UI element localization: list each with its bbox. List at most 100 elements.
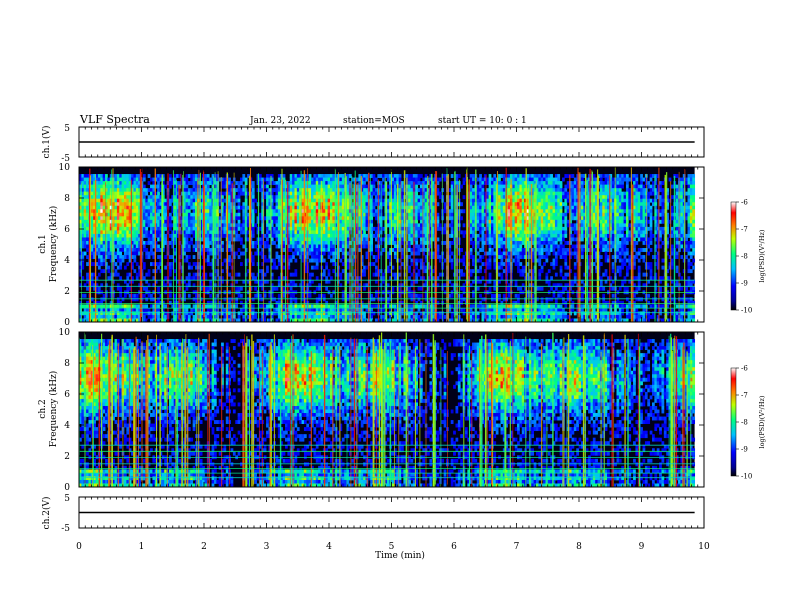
- spectrogram-cell: [126, 226, 130, 231]
- spectrogram-cell: [303, 300, 307, 305]
- spectrogram-cell: [157, 300, 160, 305]
- spectrogram-cell: [358, 174, 362, 178]
- spectrogram-cell: [325, 237, 329, 242]
- spectrogram-cell: [90, 219, 94, 224]
- spectrogram-cell: [370, 237, 374, 242]
- spectrogram-cell: [95, 262, 99, 267]
- spectrogram-cell: [329, 240, 333, 245]
- spectrogram-cell: [216, 195, 220, 200]
- spectrogram-cell: [339, 237, 343, 242]
- spectrogram-cell: [116, 174, 120, 178]
- spectrogram-cell: [462, 255, 466, 259]
- spectrogram-cell: [114, 304, 118, 309]
- spectrogram-cell: [209, 181, 212, 186]
- spectrogram-cell: [372, 202, 376, 207]
- spectrogram-cell: [221, 216, 224, 221]
- spectrogram-cell: [398, 181, 402, 186]
- spectrogram-cell: [86, 237, 89, 242]
- spectrogram-cell: [372, 191, 376, 196]
- spectrogram-cell: [114, 255, 118, 259]
- spectrogram-cell: [237, 311, 241, 316]
- spectrogram-cell: [417, 269, 421, 274]
- spectrogram-cell: [277, 202, 281, 207]
- spectrogram-cell: [79, 216, 82, 221]
- spectrogram-cell: [121, 198, 125, 203]
- spectrogram-cell: [123, 188, 127, 193]
- spectrogram-cell: [223, 226, 227, 231]
- spectrogram-cell: [401, 307, 404, 312]
- spectrogram-cell: [152, 237, 156, 242]
- spectrogram-cell: [126, 188, 130, 193]
- spectrogram-cell: [365, 283, 369, 288]
- spectrogram-cell: [450, 205, 454, 210]
- spectrogram-cell: [178, 219, 182, 224]
- spectrogram-cell: [221, 184, 224, 189]
- spectrogram-cell: [123, 195, 127, 200]
- spectrogram-cell: [107, 205, 111, 210]
- spectrogram-cell: [363, 202, 366, 207]
- spectrogram-cell: [133, 233, 137, 238]
- spectrogram-cell: [303, 177, 307, 182]
- spectrogram-cell: [294, 297, 298, 302]
- spectrogram-cell: [81, 276, 85, 281]
- spectrogram-cell: [119, 198, 123, 203]
- spectrogram-cell: [216, 226, 220, 231]
- spectrogram-cell: [429, 233, 433, 238]
- spectrogram-cell: [346, 198, 350, 203]
- spectrogram-cell: [126, 174, 130, 178]
- spectrogram-cell: [180, 191, 184, 196]
- spectrogram-cell: [185, 177, 189, 182]
- spectrogram-cell: [154, 198, 158, 203]
- spectrogram-cell: [131, 219, 134, 224]
- spectrogram-cell: [322, 258, 326, 263]
- spectrogram-cell: [341, 244, 345, 249]
- spectrogram-cell: [422, 251, 426, 256]
- spectrogram-cell: [251, 258, 255, 263]
- spectrogram-cell: [133, 240, 137, 245]
- spectrogram-cell: [372, 212, 376, 217]
- spectrogram-cell: [173, 230, 177, 235]
- spectrogram-cell: [154, 191, 158, 196]
- spectrogram-cell: [150, 237, 153, 242]
- spectrogram-cell: [176, 209, 179, 214]
- spectrogram-cell: [95, 174, 99, 178]
- spectrogram-cell: [277, 216, 281, 221]
- spectrogram-cell: [164, 223, 168, 228]
- spectrogram-cell: [218, 202, 222, 207]
- spectrogram-cell: [235, 188, 239, 193]
- spectrogram-cell: [119, 311, 123, 316]
- spectrogram-cell: [360, 202, 364, 207]
- spectrogram-cell: [289, 297, 293, 302]
- spectrogram-cell: [180, 251, 184, 256]
- spectrogram-cell: [123, 293, 127, 298]
- spectrogram-cell: [419, 311, 423, 316]
- spectrogram-cell: [329, 318, 333, 322]
- spectrogram-cell: [86, 276, 89, 281]
- spectrogram-cell: [460, 293, 463, 298]
- spectrogram-cell: [171, 223, 175, 228]
- spectrogram-cell: [176, 226, 179, 231]
- spectrogram-cell: [308, 304, 312, 309]
- spectrogram-cell: [261, 205, 265, 210]
- spectrogram-cell: [318, 223, 321, 228]
- spectrogram-cell: [90, 248, 94, 252]
- spectrogram-cell: [393, 276, 397, 281]
- spectrogram-cell: [391, 195, 395, 200]
- spectrogram-cell: [242, 184, 246, 189]
- spectrogram-cell: [187, 195, 191, 200]
- spectrogram-cell: [365, 174, 369, 178]
- spectrogram-cell: [138, 188, 141, 193]
- spectrogram-cell: [79, 198, 82, 203]
- spectrogram-cell: [393, 209, 397, 214]
- spectrogram-cell: [301, 293, 305, 298]
- spectrogram-cell: [206, 255, 210, 259]
- spectrogram-cell: [415, 223, 418, 228]
- spectrogram-cell: [263, 191, 267, 196]
- spectrogram-cell: [154, 307, 158, 312]
- spectrogram-cell: [334, 223, 338, 228]
- spectrogram-cell: [275, 195, 279, 200]
- spectrogram-cell: [329, 307, 333, 312]
- spectrogram-cell: [282, 209, 286, 214]
- spectrogram-cell: [341, 314, 345, 319]
- spectrogram-cell: [415, 314, 418, 319]
